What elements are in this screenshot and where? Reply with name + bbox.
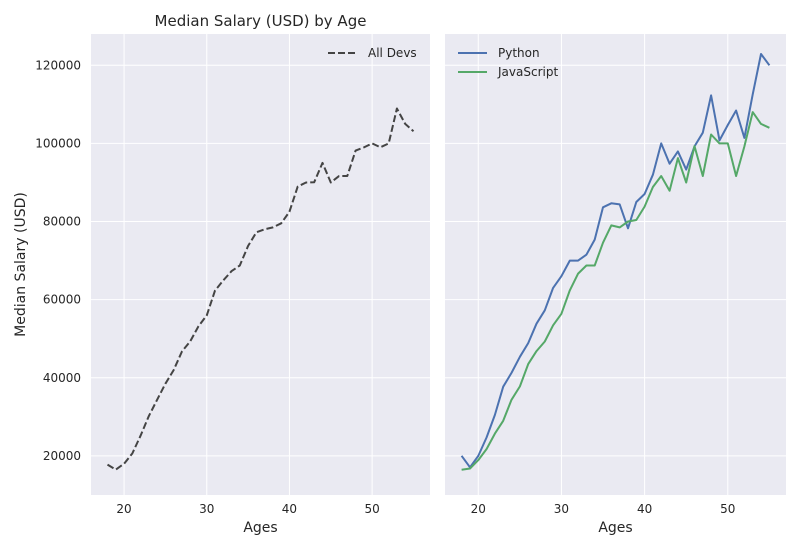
left-plot-area xyxy=(91,34,430,495)
y-axis-label: Median Salary (USD) xyxy=(13,192,29,337)
y-tick-label: 100000 xyxy=(35,136,81,150)
right-series-lines xyxy=(460,53,771,471)
series-line-javascript xyxy=(461,111,770,471)
left-chart-title: Median Salary (USD) by Age xyxy=(155,12,367,30)
y-tick-label: 20000 xyxy=(43,449,81,463)
right-x-axis-label: Ages xyxy=(598,520,632,536)
left-x-tick-label: 40 xyxy=(282,502,297,516)
left-tick-labels: 20 30 40 50 20000 40000 60000 80000 100000 120000 xyxy=(35,58,380,516)
right-x-tick-label: 20 xyxy=(471,502,486,516)
legend-label: Python xyxy=(498,46,540,60)
legend-label: JavaScript xyxy=(497,65,558,79)
legend-label: All Devs xyxy=(368,46,417,60)
right-x-tick-label: 40 xyxy=(637,502,652,516)
right-plot-area xyxy=(445,34,786,495)
right-chart-panel: 20 30 40 50 Ages Python JavaScript xyxy=(445,34,786,536)
y-tick-label: 120000 xyxy=(35,58,81,72)
right-legend: Python JavaScript xyxy=(458,46,558,79)
right-tick-labels: 20 30 40 50 xyxy=(471,502,736,516)
left-chart-panel: 20 30 40 50 20000 40000 60000 80000 100000 120000… xyxy=(13,12,430,536)
series-line-all-devs xyxy=(106,107,415,471)
y-tick-label: 60000 xyxy=(43,293,81,307)
left-x-axis-label: Ages xyxy=(243,520,277,536)
right-gridlines xyxy=(445,34,786,495)
left-legend: All Devs xyxy=(328,46,417,60)
left-x-tick-label: 30 xyxy=(199,502,214,516)
left-x-tick-label: 50 xyxy=(364,502,379,516)
right-x-tick-label: 30 xyxy=(554,502,569,516)
right-x-tick-label: 50 xyxy=(720,502,735,516)
series-line-python xyxy=(460,53,771,469)
y-tick-label: 40000 xyxy=(43,371,81,385)
y-tick-label: 80000 xyxy=(43,215,81,229)
left-gridlines xyxy=(91,34,430,495)
left-x-tick-label: 20 xyxy=(116,502,131,516)
left-series-lines xyxy=(106,107,415,471)
